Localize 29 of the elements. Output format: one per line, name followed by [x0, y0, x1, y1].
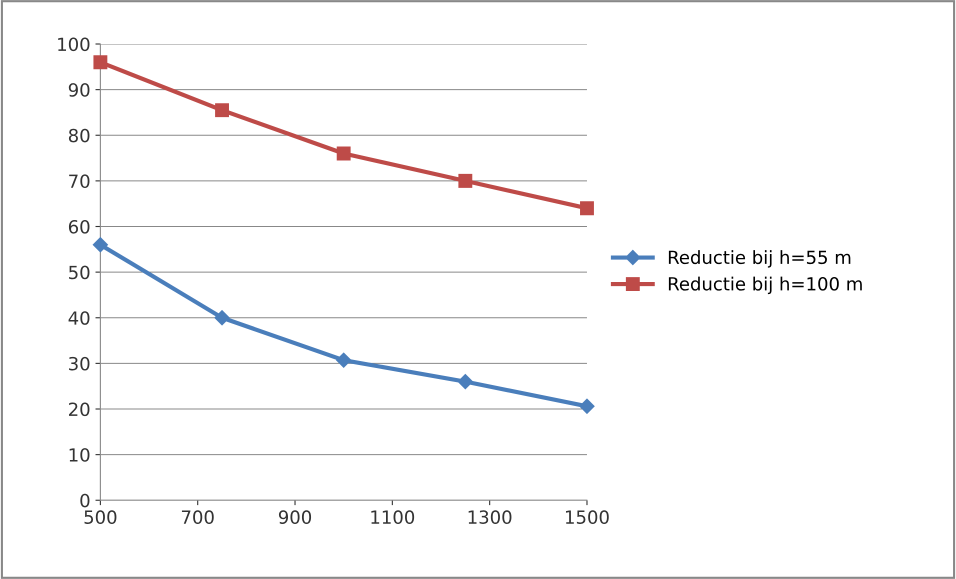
point	[214, 310, 230, 326]
point	[215, 103, 229, 118]
y-tick-label: 70	[69, 174, 90, 188]
y-tick-label: 0	[80, 494, 90, 508]
x-tick-label: 1500	[566, 510, 609, 524]
point	[458, 374, 473, 390]
legend-label: Reductie bij h=100 m	[668, 276, 862, 294]
y-tick-label: 90	[68, 83, 90, 97]
point	[93, 55, 108, 70]
point	[336, 352, 352, 368]
point	[579, 398, 595, 414]
x-tick-label: 900	[278, 510, 312, 524]
y-tick-label: 60	[68, 220, 90, 234]
y-tick-label: 10	[70, 448, 90, 462]
y-tick-label: 30	[69, 356, 90, 370]
y-tick-label: 40	[68, 311, 90, 325]
y-tick-label: 50	[69, 266, 90, 280]
y-tick-label: 80	[68, 128, 90, 142]
point	[336, 146, 351, 160]
y-tick-label: 100	[58, 37, 90, 52]
point	[92, 237, 108, 252]
x-tick-label: 1100	[371, 510, 414, 524]
x-tick-label: 700	[182, 510, 214, 524]
legend-label: Reductie bij h=55 m	[668, 250, 850, 268]
x-tick-label: 1300	[468, 510, 512, 524]
y-tick-label: 20	[69, 402, 90, 416]
point	[580, 201, 594, 216]
point	[458, 174, 472, 188]
x-tick-label: 500	[84, 510, 116, 524]
